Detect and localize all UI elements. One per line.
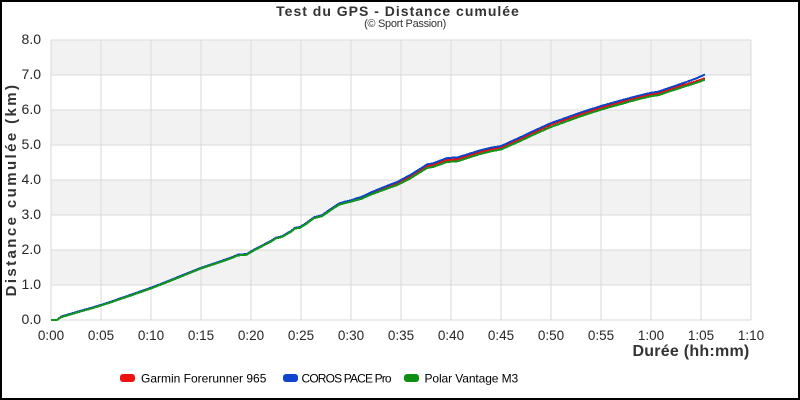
svg-text:0:45: 0:45 bbox=[488, 328, 514, 343]
svg-text:0:05: 0:05 bbox=[88, 328, 114, 343]
svg-text:0:20: 0:20 bbox=[238, 328, 264, 343]
svg-text:0:50: 0:50 bbox=[538, 328, 564, 343]
svg-text:Durée (hh:mm): Durée (hh:mm) bbox=[632, 343, 749, 360]
svg-text:5.0: 5.0 bbox=[22, 136, 42, 152]
svg-text:COROS PACE Pro: COROS PACE Pro bbox=[302, 372, 392, 386]
svg-text:Test du GPS - Distance cumulée: Test du GPS - Distance cumulée bbox=[276, 3, 520, 19]
svg-text:0:55: 0:55 bbox=[588, 328, 614, 343]
svg-text:0:10: 0:10 bbox=[138, 328, 164, 343]
svg-text:7.0: 7.0 bbox=[22, 66, 42, 82]
svg-text:0:25: 0:25 bbox=[288, 328, 314, 343]
svg-text:Polar Vantage M3: Polar Vantage M3 bbox=[425, 372, 519, 386]
svg-text:1:05: 1:05 bbox=[688, 328, 714, 343]
svg-text:6.0: 6.0 bbox=[22, 101, 42, 117]
svg-text:0:30: 0:30 bbox=[338, 328, 364, 343]
svg-text:3.0: 3.0 bbox=[22, 206, 42, 222]
svg-text:Garmin Forerunner 965: Garmin Forerunner 965 bbox=[141, 372, 267, 386]
svg-text:1:10: 1:10 bbox=[738, 328, 764, 343]
svg-text:8.0: 8.0 bbox=[22, 31, 42, 47]
svg-text:0:35: 0:35 bbox=[388, 328, 414, 343]
svg-text:2.0: 2.0 bbox=[22, 241, 42, 257]
svg-text:1.0: 1.0 bbox=[22, 276, 42, 292]
svg-text:Distance cumulée (km): Distance cumulée (km) bbox=[3, 83, 20, 297]
svg-text:0:00: 0:00 bbox=[38, 328, 64, 343]
svg-text:0:15: 0:15 bbox=[188, 328, 214, 343]
svg-text:0:40: 0:40 bbox=[438, 328, 464, 343]
svg-text:1:00: 1:00 bbox=[638, 328, 664, 343]
svg-text:(© Sport Passion): (© Sport Passion) bbox=[364, 18, 446, 30]
svg-text:4.0: 4.0 bbox=[22, 171, 42, 187]
svg-text:0.0: 0.0 bbox=[22, 311, 42, 327]
